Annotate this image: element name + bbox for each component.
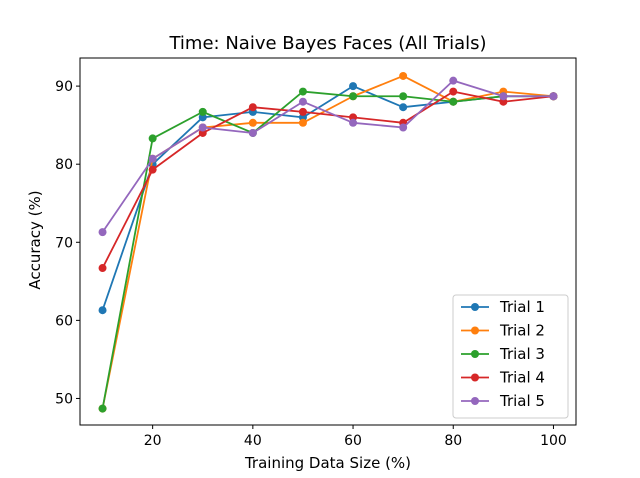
- y-tick-label: 80: [55, 157, 73, 173]
- data-point: [349, 118, 358, 127]
- x-axis-label: Training Data Size (%): [244, 454, 411, 472]
- legend-label: Trial 5: [499, 392, 545, 410]
- data-point: [98, 404, 107, 413]
- data-point: [349, 113, 358, 122]
- y-tick-label: 70: [55, 235, 73, 251]
- plot-area: [79, 57, 577, 426]
- y-tick-label: 90: [55, 79, 73, 95]
- x-tick-label: 60: [344, 433, 362, 449]
- x-tick-label: 80: [444, 433, 462, 449]
- legend-marker: [471, 350, 479, 358]
- data-point: [148, 134, 157, 143]
- series-line: [101, 85, 554, 311]
- legend-box: [452, 294, 569, 419]
- legend-label: Trial 3: [499, 345, 545, 363]
- legend-marker: [471, 373, 479, 382]
- legend-label: Trial 2: [499, 322, 545, 340]
- data-point: [248, 103, 257, 112]
- data-point: [298, 97, 307, 106]
- data-point: [549, 92, 558, 101]
- series-5: [98, 76, 558, 237]
- data-point: [248, 128, 257, 137]
- chart-title: Time: Naive Bayes Faces (All Trials): [168, 33, 486, 54]
- data-point: [198, 128, 207, 137]
- legend-marker: [471, 303, 479, 311]
- data-point: [499, 92, 508, 101]
- legend-entry: Trial 5: [461, 392, 545, 410]
- y-axis-label: Accuracy (%): [26, 190, 44, 289]
- plot-frame: [79, 57, 577, 426]
- data-point: [499, 97, 508, 106]
- legend-entry: Trial 2: [461, 322, 545, 340]
- data-point: [298, 113, 307, 122]
- legend-label: Trial 4: [499, 369, 545, 387]
- data-point: [399, 103, 408, 112]
- axis-ticks: 20 40 60 80 100 50 60 70 80 90: [55, 79, 567, 449]
- data-point: [449, 87, 458, 96]
- data-point: [298, 87, 307, 96]
- data-point: [349, 92, 358, 101]
- data-point: [198, 107, 207, 116]
- series-line: [101, 90, 554, 269]
- data-point: [98, 264, 107, 273]
- series-1: [98, 82, 558, 315]
- data-point: [298, 118, 307, 127]
- data-point: [349, 82, 358, 91]
- data-point: [298, 107, 307, 116]
- y-tick-label: 60: [55, 313, 73, 329]
- legend-entry: Trial 1: [461, 298, 545, 316]
- legend: Trial 1 Trial 2 Trial 3 Trial 4 Trial 5: [452, 294, 569, 419]
- legend-marker: [471, 326, 479, 335]
- data-point: [399, 92, 408, 101]
- x-tick-label: 20: [144, 433, 162, 449]
- data-point: [148, 165, 157, 174]
- x-tick-label: 40: [244, 433, 262, 449]
- data-point: [98, 306, 107, 315]
- data-point: [399, 71, 408, 80]
- data-point: [98, 228, 107, 237]
- data-point: [449, 97, 458, 106]
- series-line: [101, 79, 554, 233]
- data-point: [198, 113, 207, 122]
- data-point: [449, 76, 458, 85]
- series-3: [98, 87, 558, 413]
- data-point: [248, 118, 257, 127]
- series-line: [101, 90, 554, 409]
- legend-entry: Trial 4: [461, 369, 545, 387]
- x-tick-label: 100: [540, 433, 567, 449]
- series-4: [98, 87, 558, 273]
- y-tick-label: 50: [55, 391, 73, 407]
- legend-marker: [471, 397, 479, 405]
- legend-label: Trial 1: [499, 298, 545, 316]
- data-point: [148, 154, 157, 163]
- legend-entry: Trial 3: [461, 345, 545, 363]
- data-point: [399, 123, 408, 132]
- data-point: [198, 123, 207, 132]
